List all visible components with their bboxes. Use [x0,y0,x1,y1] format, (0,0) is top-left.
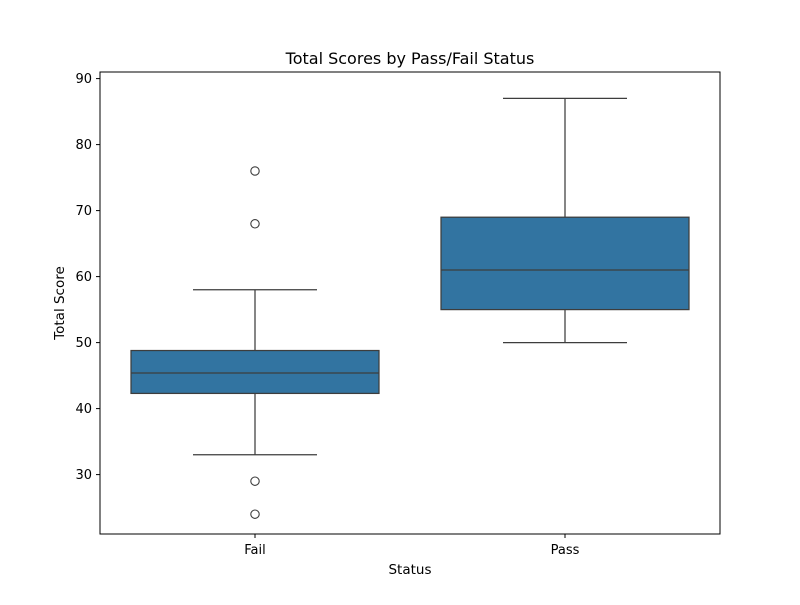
x-tick-label: Pass [551,543,580,558]
y-tick-label: 40 [75,402,92,417]
x-axis-label: Status [388,562,431,578]
outlier-point [250,509,260,519]
outlier-point [250,166,260,176]
y-tick-label: 70 [75,204,92,219]
y-axis: 30 40 50 60 70 80 90 [75,72,100,483]
axes-frame [99,71,721,535]
box-iqr [130,349,380,395]
box-group-fail [130,166,380,519]
box-iqr [440,216,690,311]
chart-title: Total Scores by Pass/Fail Status [285,49,535,68]
outlier-point [250,476,260,486]
y-axis-label: Total Score [52,266,68,341]
y-tick-label: 50 [75,336,92,351]
plot-area [130,97,690,519]
box-group-pass [440,97,690,344]
y-tick-label: 60 [75,270,92,285]
y-tick-label: 80 [75,138,92,153]
outlier-point [250,219,260,229]
x-tick-label: Fail [244,543,265,558]
y-tick-label: 90 [75,72,92,87]
x-axis: Fail Pass [244,534,580,558]
y-tick-label: 30 [75,468,92,483]
